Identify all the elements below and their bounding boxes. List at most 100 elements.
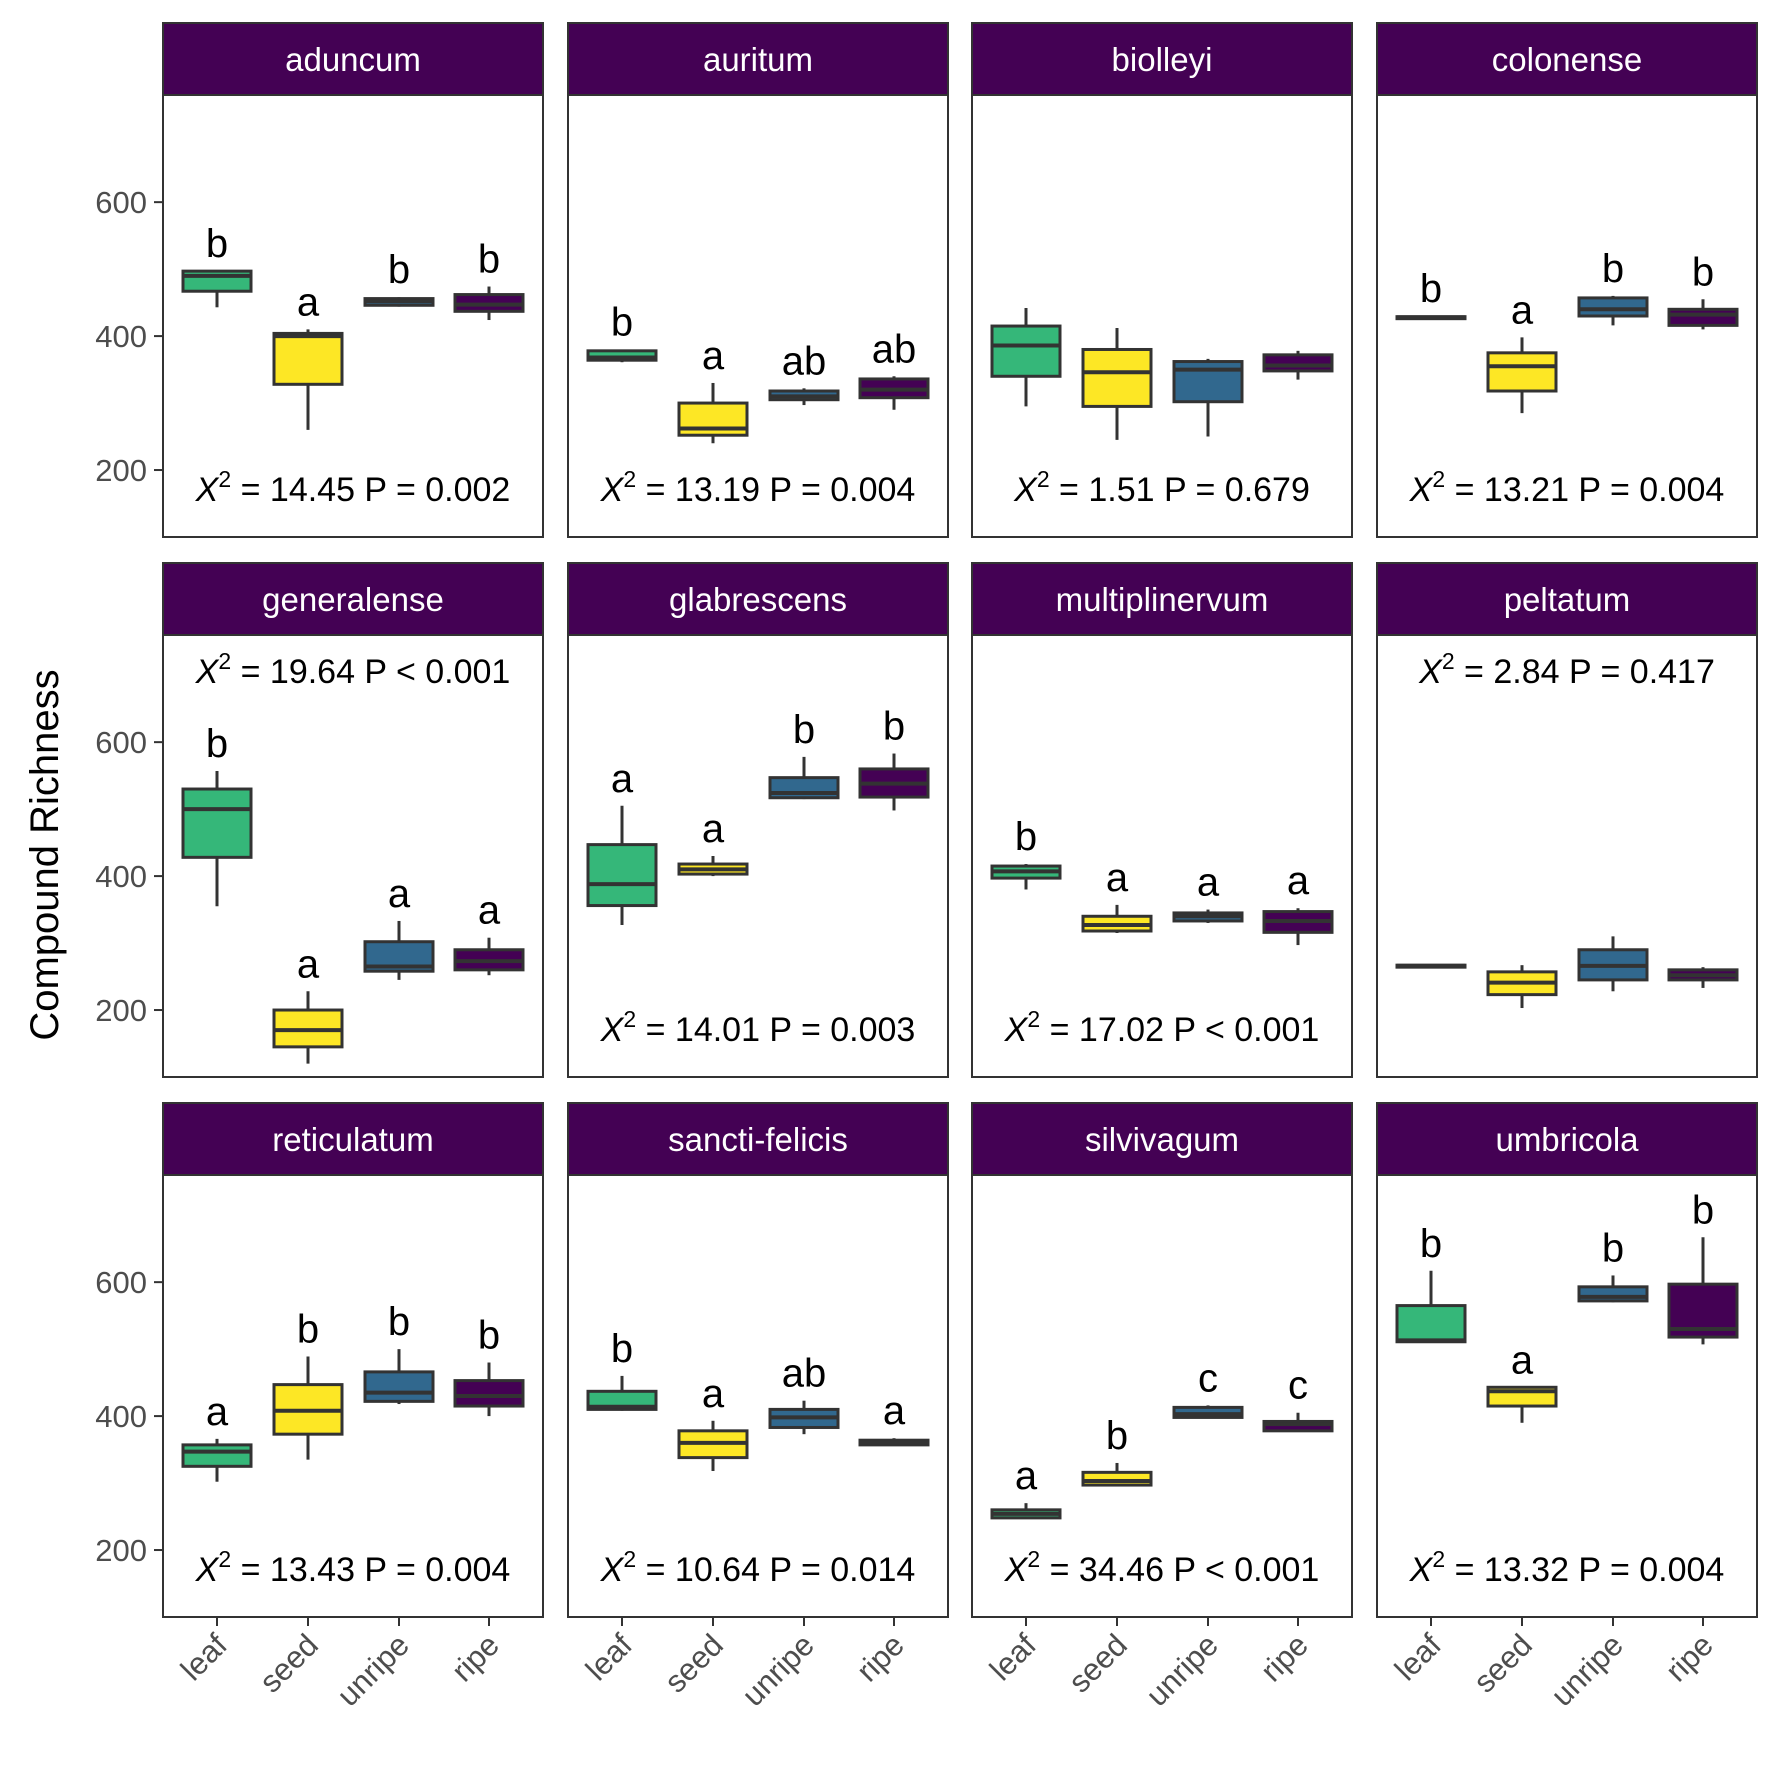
box-aduncum-leaf: b [181,222,253,308]
group-letter: a [388,872,411,916]
stat-annotation-generalense: X2 = 19.64 P < 0.001 [195,648,511,691]
box-auritum-ripe: ab [858,327,930,410]
box-generalense-seed: a [272,942,344,1064]
group-letter: b [206,722,228,766]
group-letter: a [1015,1454,1038,1498]
box-silvivagum-ripe: c [1262,1364,1334,1433]
box-iqr [181,1443,253,1468]
box-umbricola-leaf: b [1395,1222,1467,1344]
box-colonense-leaf: b [1395,267,1467,321]
panel-multiplinervum: multiplinervum b a a a X2 = 17.02 P < 0.001 [971,562,1353,1078]
group-letter: b [1602,247,1624,291]
group-letter: b [478,238,500,282]
strip-label-sancti-felicis: sancti-felicis [668,1121,848,1158]
box-umbricola-ripe: b [1667,1188,1739,1345]
group-letter: c [1288,1364,1308,1408]
panel-reticulatum: reticulatum 200 400 600 leaf seed unripe ripe a b… [95,1102,544,1713]
box-generalense-unripe: a [363,872,435,980]
group-letter: b [611,300,633,344]
strip-aduncum [162,22,544,96]
box-biolleyi-seed [1081,328,1153,440]
strip-label-multiplinervum: multiplinervum [1056,581,1269,618]
box-umbricola-unripe: b [1577,1226,1649,1303]
strip-label-aduncum: aduncum [285,41,421,78]
group-letter: a [702,334,725,378]
strip-peltatum [1376,562,1758,636]
x-tick-label-unripe: unripe [1544,1627,1630,1713]
strip-label-auritum: auritum [703,41,813,78]
x-tick-label-ripe: ripe [445,1627,506,1688]
box-glabrescens-leaf: a [586,757,658,925]
group-letter: a [1511,288,1534,332]
box-umbricola-seed: a [1486,1338,1558,1423]
x-tick-label-ripe: ripe [850,1627,911,1688]
box-colonense-unripe: b [1577,247,1649,326]
group-letter: b [1692,250,1714,294]
box-biolleyi-ripe [1262,350,1334,380]
strip-multiplinervum [971,562,1353,636]
box-glabrescens-seed: a [677,807,749,877]
box-iqr [1395,1304,1467,1344]
y-tick-label: 600 [95,725,147,760]
x-tick-label-seed: seed [1062,1627,1134,1699]
box-auritum-leaf: b [586,300,658,363]
x-tick-label-leaf: leaf [1388,1627,1448,1687]
box-reticulatum-unripe: b [363,1300,435,1405]
group-letter: a [1106,856,1129,900]
box-silvivagum-leaf: a [990,1454,1062,1520]
x-tick-label-leaf: leaf [174,1627,234,1687]
box-iqr [1081,347,1153,408]
panel-generalense: generalense 200 400 600 b a a a X2 = 19.64 P < 0… [95,562,544,1078]
panel-silvivagum: silvivagum leaf seed unripe ripe a b c c X2 = 34.… [971,1102,1353,1713]
plot-area-peltatum [1376,634,1758,1078]
box-reticulatum-seed: b [272,1307,344,1460]
strip-label-peltatum: peltatum [1504,581,1631,618]
stat-annotation-multiplinervum: X2 = 17.02 P < 0.001 [1004,1006,1320,1049]
x-tick-label-leaf: leaf [579,1627,639,1687]
y-tick-label: 400 [95,1399,147,1434]
group-letter: b [388,248,410,292]
box-iqr [453,1379,525,1408]
box-silvivagum-seed: b [1081,1414,1153,1487]
plot-area-biolleyi [971,94,1353,538]
panel-glabrescens: glabrescens a a b b X2 = 14.01 P = 0.003 [567,562,949,1078]
box-multiplinervum-leaf: b [990,815,1062,890]
panel-peltatum: peltatum X2 = 2.84 P = 0.417 [1376,562,1758,1078]
group-letter: b [1106,1414,1128,1458]
plot-area-silvivagum [971,1174,1353,1618]
box-iqr [181,787,253,859]
x-tick-label-leaf: leaf [983,1627,1043,1687]
box-sancti-felicis-leaf: b [586,1327,658,1411]
stat-annotation-colonense: X2 = 13.21 P = 0.004 [1409,466,1725,509]
plot-area-aduncum [162,94,544,538]
y-tick-label: 200 [95,453,147,488]
box-iqr [1172,360,1244,404]
stat-annotation-silvivagum: X2 = 34.46 P < 0.001 [1004,1546,1320,1589]
box-iqr [363,1370,435,1403]
box-sancti-felicis-unripe: ab [768,1352,840,1435]
box-reticulatum-leaf: a [181,1390,253,1482]
strip-glabrescens [567,562,949,636]
group-letter: a [611,757,634,801]
box-iqr [1262,1419,1334,1433]
y-tick-label: 600 [95,1265,147,1300]
box-aduncum-ripe: b [453,238,525,321]
group-letter: b [388,1300,410,1344]
group-letter: a [297,942,320,986]
box-glabrescens-unripe: b [768,708,840,800]
panel-colonense: colonense b a b b X2 = 13.21 P = 0.004 [1376,22,1758,538]
group-letter: a [702,1372,725,1416]
box-multiplinervum-unripe: a [1172,861,1244,923]
group-letter: b [478,1314,500,1358]
box-biolleyi-leaf [990,307,1062,407]
strip-label-colonense: colonense [1492,41,1642,78]
x-tick-label-ripe: ripe [1659,1627,1720,1688]
box-aduncum-seed: a [272,280,344,430]
box-peltatum-unripe [1577,936,1649,992]
stat-annotation-peltatum: X2 = 2.84 P = 0.417 [1418,648,1715,691]
x-tick-label-seed: seed [1467,1627,1539,1699]
box-peltatum-leaf [1395,963,1467,969]
strip-reticulatum [162,1102,544,1176]
group-letter: b [1420,267,1442,311]
